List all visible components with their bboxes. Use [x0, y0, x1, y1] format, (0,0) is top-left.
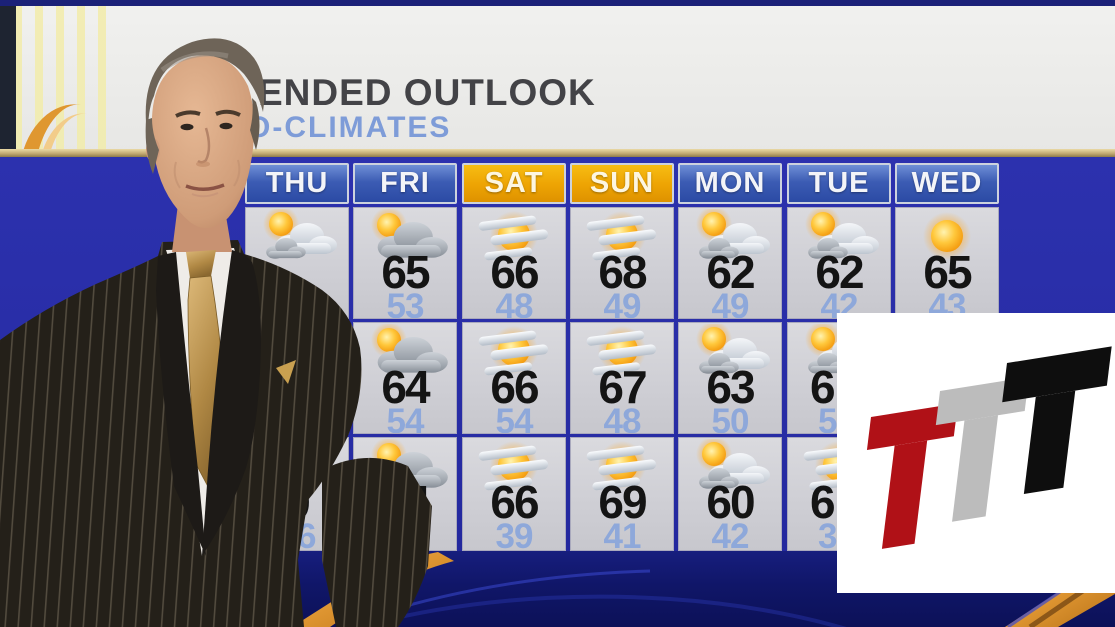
high-temp: 66	[490, 361, 539, 413]
forecast-cell-fri-zone-1: 65 53	[353, 207, 457, 319]
low-temp: 48	[603, 402, 642, 434]
forecast-cell-thu-zone-2	[245, 322, 349, 434]
day-header-sat: SAT	[462, 163, 566, 204]
day-header-thu: THU	[245, 163, 349, 204]
top-navy-strip	[0, 0, 1115, 6]
forecast-cell-sat-zone-3: 66 39	[462, 437, 566, 551]
sun-white-clouds-icon	[684, 438, 776, 493]
sun-gray-cloud-icon	[359, 323, 451, 378]
low-temp: 54	[386, 402, 425, 434]
forecast-cell-tue-zone-1: 62 42	[787, 207, 891, 319]
forecast-cell-sun-zone-3: 69 41	[570, 437, 674, 551]
hazy-sun-icon	[576, 324, 668, 378]
hazy-sun-icon	[468, 439, 560, 493]
high-temp: 62	[706, 246, 755, 298]
hazy-sun-icon	[468, 209, 560, 263]
gold-divider-line	[0, 149, 1115, 157]
high-temp: 64	[381, 361, 430, 413]
high-temp: 62	[815, 246, 864, 298]
hazy-sun-icon	[576, 439, 668, 493]
forecast-cell-sun-zone-1: 68 49	[570, 207, 674, 319]
low-temp: 49	[603, 287, 642, 319]
logo-letter-t-gray	[935, 376, 1029, 522]
low-temp: 42	[711, 517, 750, 551]
show-subtitle: O-CLIMATES	[247, 111, 452, 144]
hazy-sun-icon	[576, 209, 668, 263]
logo-letter-t-red	[866, 403, 958, 549]
station-logo	[837, 313, 1115, 593]
low-temp: 47	[386, 517, 425, 551]
low-temp: 41	[603, 517, 642, 551]
high-temp: 65	[381, 246, 430, 298]
forecast-cell-fri-zone-2: 64 54	[353, 322, 457, 434]
low-temp: 5	[818, 402, 837, 434]
high-temp: 69	[598, 476, 647, 528]
forecast-cell-wed-zone-1: 65 43	[895, 207, 999, 319]
high-temp: 68	[598, 246, 647, 298]
forecast-cell-mon-zone-3: 60 42	[678, 437, 782, 551]
day-header-fri: FRI	[353, 163, 457, 204]
high-temp: 6	[810, 476, 836, 528]
sun-white-clouds-icon	[793, 208, 885, 263]
high-temp: 66	[490, 246, 539, 298]
forecast-cell-mon-zone-2: 63 50	[678, 322, 782, 434]
hazy-sun-icon	[468, 324, 560, 378]
forecast-cell-sun-zone-2: 67 48	[570, 322, 674, 434]
low-temp: 49	[711, 287, 750, 319]
low-temp: 53	[386, 287, 425, 319]
low-temp: 54	[495, 402, 534, 434]
logo-letter-t-black	[1002, 346, 1112, 494]
day-header-wed: WED	[895, 163, 999, 204]
low-temp: 50	[711, 402, 750, 434]
sun-white-clouds-icon	[684, 323, 776, 378]
low-temp: 48	[495, 287, 534, 319]
sun-gray-cloud-icon	[359, 208, 451, 263]
day-header-tue: TUE	[787, 163, 891, 204]
day-header-mon: MON	[678, 163, 782, 204]
forecast-cell-mon-zone-1: 62 49	[678, 207, 782, 319]
low-temp: 39	[495, 517, 534, 551]
sunny-icon	[901, 209, 993, 263]
high-temp: 66	[490, 476, 539, 528]
forecast-cell-thu-zone-1	[245, 207, 349, 319]
forecast-cell-thu-zone-3: 0 46	[245, 437, 349, 551]
high-temp: 63	[706, 361, 755, 413]
sun-white-clouds-icon	[684, 208, 776, 263]
forecast-cell-sat-zone-2: 66 54	[462, 322, 566, 434]
high-temp: 60	[706, 476, 755, 528]
low-temp: 46	[278, 517, 317, 551]
wall-streaks	[14, 4, 106, 152]
day-header-sun: SUN	[570, 163, 674, 204]
forecast-grid: THU 0 46 FRI 65 53 64 54 64 47 SAT 66 48 66 54 6…	[245, 163, 1003, 553]
sun-white-clouds-icon	[251, 208, 343, 263]
low-temp: 3	[818, 517, 837, 551]
forecast-cell-sat-zone-1: 66 48	[462, 207, 566, 319]
show-title: ENDED OUTLOOK	[258, 72, 596, 113]
forecast-cell-fri-zone-3: 64 47	[353, 437, 457, 551]
high-temp: 6	[810, 361, 836, 413]
high-temp: 65	[923, 246, 972, 298]
high-temp: 67	[598, 361, 647, 413]
